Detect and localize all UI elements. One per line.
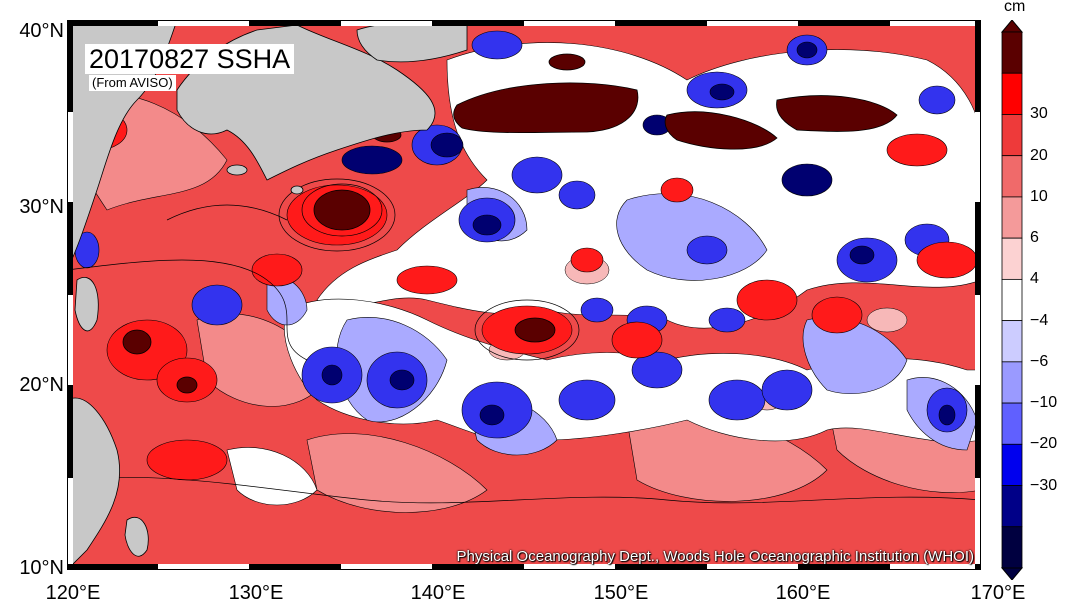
- colorbar-label: 20: [1030, 146, 1048, 164]
- colorbar-swatch: [1001, 155, 1023, 198]
- positive-eddies: [67, 109, 978, 481]
- lon-label-170: 170°E: [970, 582, 1026, 604]
- colorbar-swatch: [1001, 526, 1023, 569]
- colorbar-swatch: [1001, 31, 1023, 74]
- colorbar-label: −4: [1030, 311, 1049, 329]
- colorbar-swatch: [1001, 278, 1023, 322]
- colorbar-swatch: [1001, 320, 1023, 363]
- map-title: 20170827 SSHA: [89, 44, 291, 74]
- data-source-label: (From AVISO): [89, 75, 176, 91]
- colorbar-label: −10: [1030, 394, 1058, 412]
- colorbar-swatch: [1001, 72, 1023, 115]
- colorbar-swatch: [1001, 361, 1023, 404]
- lat-label-30: 30°N: [19, 196, 64, 218]
- colorbar-swatch: [1001, 443, 1023, 486]
- map-title-box: 20170827 SSHA: [85, 44, 295, 74]
- colorbar-unit: cm: [1004, 0, 1026, 15]
- lon-label-140: 140°E: [410, 582, 466, 604]
- lat-label-10: 10°N: [19, 557, 64, 579]
- colorbar-label: −30: [1030, 476, 1058, 494]
- colorbar-top-arrow: [1000, 20, 1024, 33]
- colorbar-label: −6: [1030, 352, 1049, 370]
- colorbar-label: 10: [1030, 187, 1048, 205]
- lat-label-20: 20°N: [19, 374, 64, 396]
- lon-label-160: 160°E: [775, 582, 831, 604]
- colorbar-swatch: [1001, 402, 1023, 445]
- colorbar-label: 6: [1030, 229, 1039, 247]
- credit-label: Physical Oceanography Dept., Woods Hole …: [456, 548, 974, 565]
- lon-label-130: 130°E: [228, 582, 284, 604]
- negative-eddies: [74, 30, 968, 439]
- colorbar-label: 4: [1030, 270, 1039, 288]
- colorbar-swatch: [1001, 237, 1023, 280]
- ssha-map: [67, 20, 981, 570]
- strong-negative-cores: [321, 41, 956, 426]
- colorbar-bottom-arrow: [1000, 567, 1024, 580]
- contour-lines: [67, 119, 981, 504]
- colorbar-swatch: [1001, 485, 1023, 528]
- lon-label-150: 150°E: [593, 582, 649, 604]
- frame-white-ticks: [67, 20, 981, 570]
- colorbar-label: −20: [1030, 435, 1058, 453]
- strong-positive-cores: [122, 53, 898, 394]
- colorbar: [1000, 20, 1024, 580]
- map-outline: [67, 20, 981, 570]
- lon-label-120: 120°E: [45, 582, 101, 604]
- colorbar-swatch: [1001, 114, 1023, 157]
- colorbar-swatch: [1001, 196, 1023, 239]
- ssha-map-canvas: [67, 20, 981, 570]
- lat-label-40: 40°N: [19, 20, 64, 42]
- colorbar-label: 30: [1030, 105, 1048, 123]
